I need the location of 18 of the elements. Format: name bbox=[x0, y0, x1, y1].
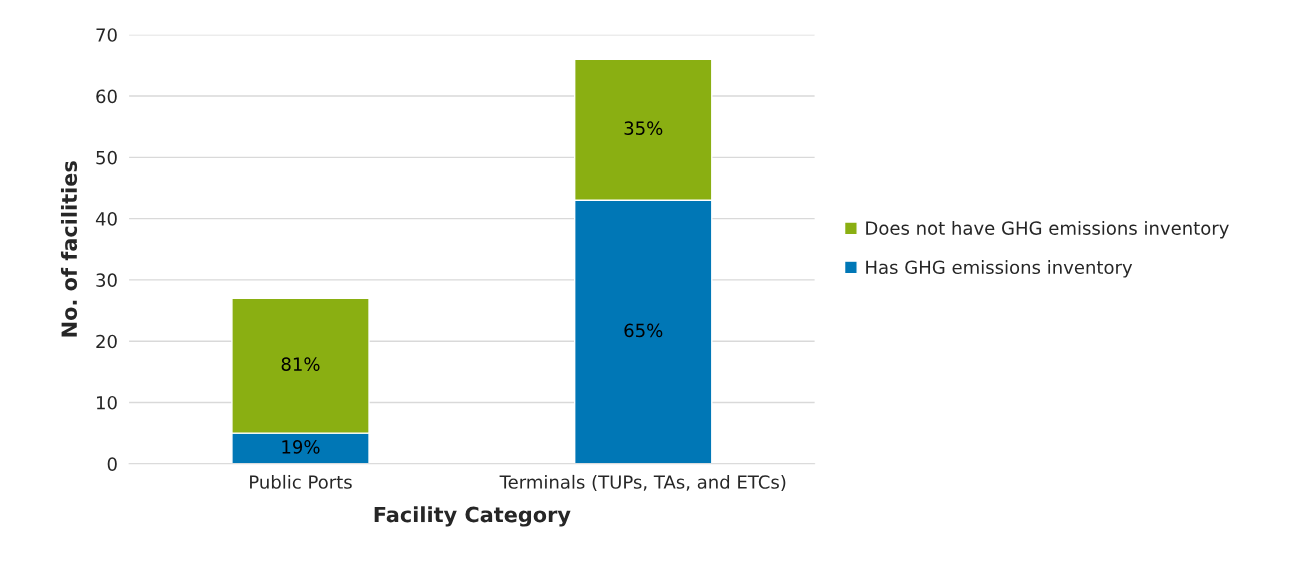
y-tick-label: 10 bbox=[97, 395, 117, 410]
y-tick-label: 60 bbox=[96, 89, 117, 104]
legend-label: Has GHG emissions inventory bbox=[866, 260, 1133, 278]
y-tick-label: 40 bbox=[95, 212, 117, 226]
x-tick-label: Public Ports bbox=[250, 474, 352, 489]
y-tick-label: 0 bbox=[107, 457, 117, 471]
x-axis-title: Facility Category bbox=[374, 506, 571, 527]
annotation: 65% bbox=[624, 323, 663, 338]
y-tick-label: 50 bbox=[96, 150, 117, 165]
legend-label: Does not have GHG emissions inventory bbox=[866, 220, 1229, 239]
y-tick-label: 70 bbox=[96, 28, 117, 42]
annotation: 35% bbox=[624, 121, 663, 135]
annotation: 19% bbox=[282, 440, 320, 454]
y-tick-label: 30 bbox=[96, 273, 117, 288]
annotation: 81% bbox=[281, 357, 320, 371]
y-tick-label: 20 bbox=[96, 334, 117, 349]
y-axis-title: No. of facilities bbox=[60, 161, 78, 337]
x-tick-label: Terminals (TUPs, TAs, and ETCs) bbox=[499, 474, 786, 491]
